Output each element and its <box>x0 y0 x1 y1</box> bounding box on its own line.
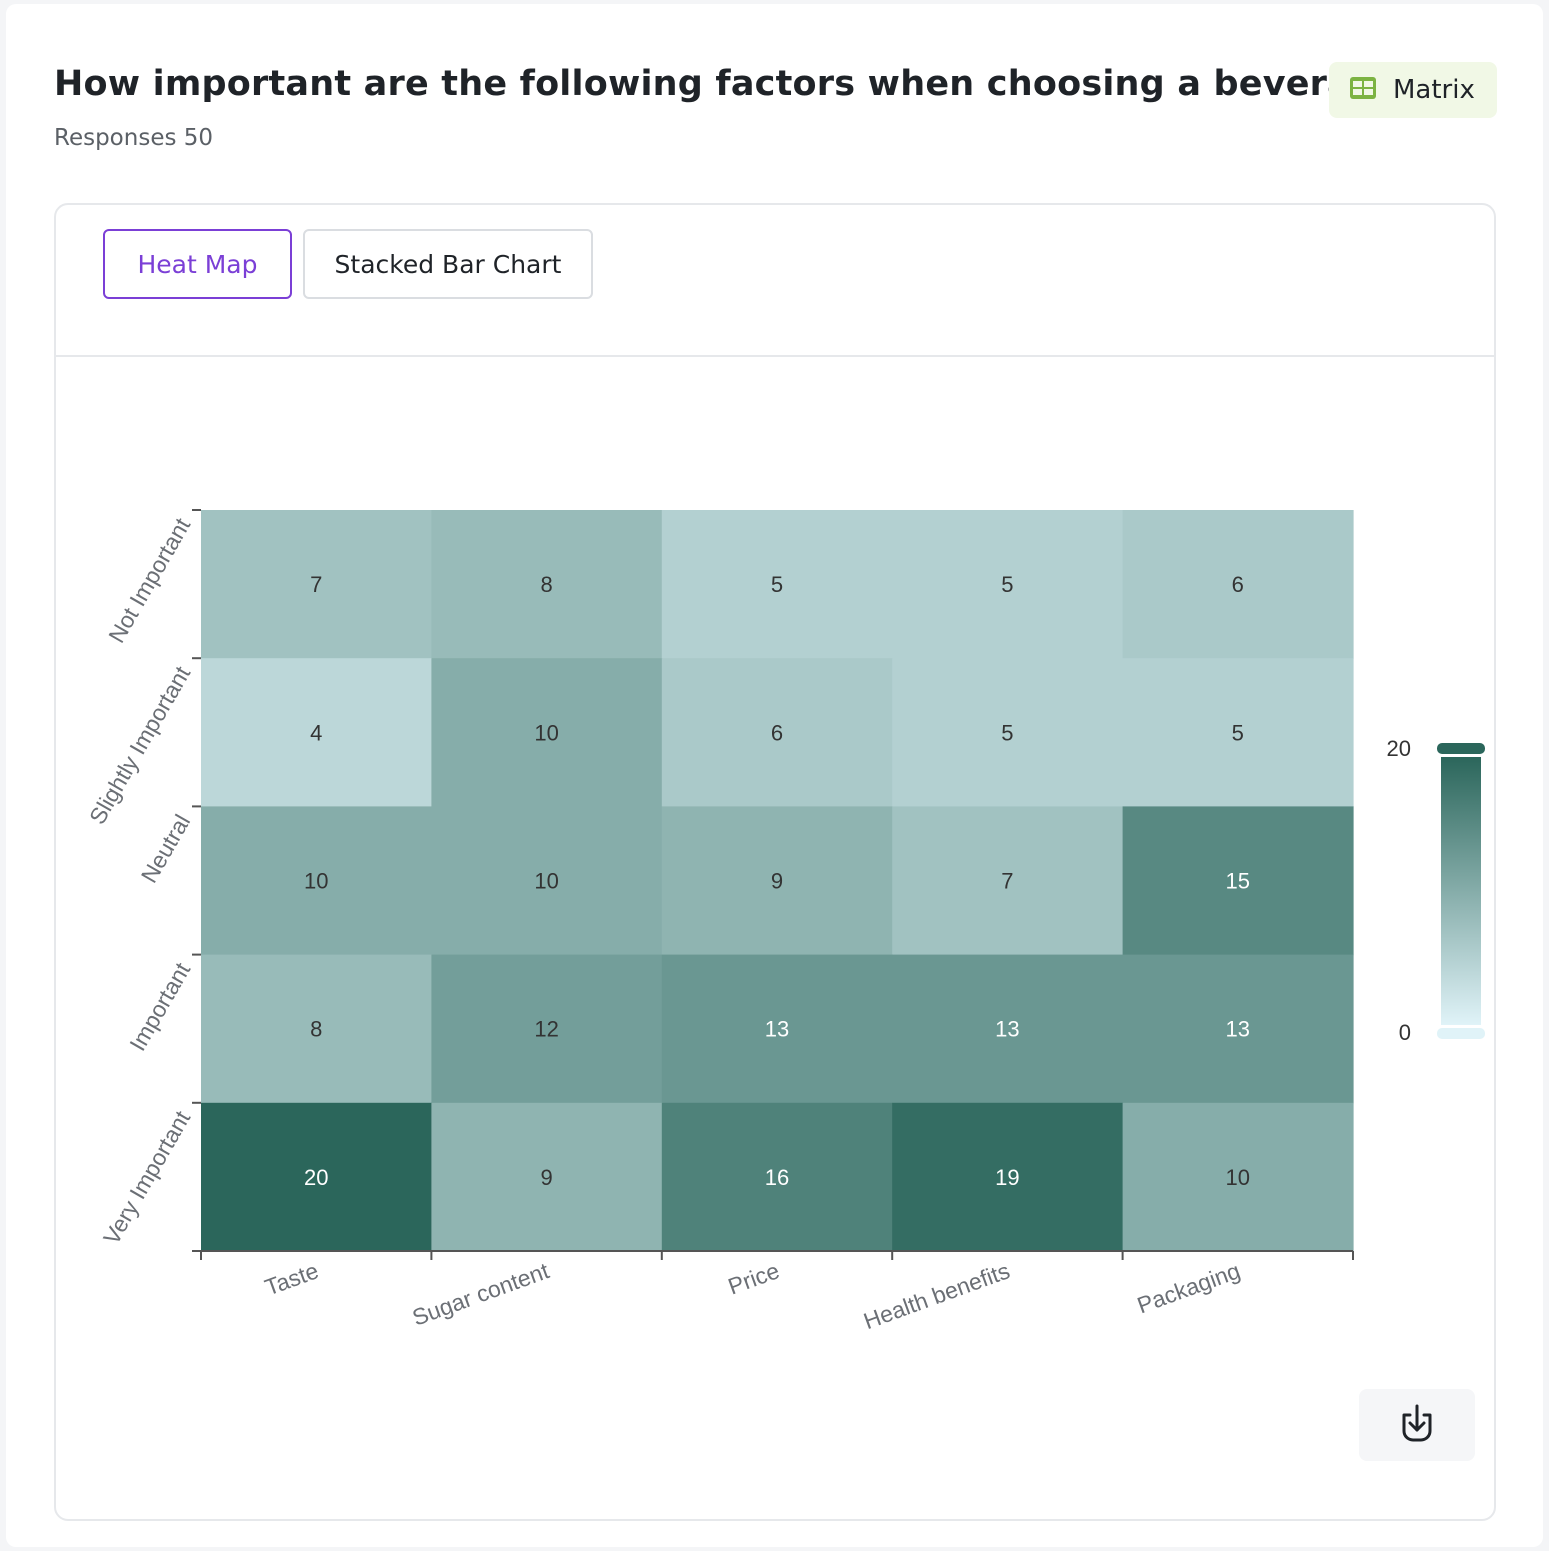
question-type-badge: Matrix <box>1329 62 1497 118</box>
cell-value-label: 20 <box>304 1165 328 1190</box>
heatmap-cell <box>431 954 663 1104</box>
y-tick-label: Important <box>124 958 195 1056</box>
download-icon <box>1395 1401 1439 1449</box>
color-scale-bar <box>1441 757 1481 1025</box>
cell-value-label: 13 <box>1226 1017 1250 1042</box>
cell-value-label: 5 <box>771 572 783 597</box>
x-tick-label: Packaging <box>1134 1257 1244 1318</box>
cell-value-label: 5 <box>1001 572 1013 597</box>
cell-value-label: 6 <box>1232 572 1244 597</box>
cell-value-label: 10 <box>534 869 558 894</box>
color-scale-min-label: 0 <box>1399 1020 1411 1045</box>
tab-stacked-bar-chart[interactable]: Stacked Bar Chart <box>303 229 593 299</box>
heatmap-cell <box>1122 954 1354 1104</box>
heatmap-cell <box>201 954 432 1104</box>
cell-value-label: 9 <box>771 869 783 894</box>
cell-value-label: 5 <box>1001 720 1013 745</box>
y-tick-label: Not Important <box>103 513 195 647</box>
cell-value-label: 15 <box>1226 869 1250 894</box>
heatmap-cell <box>661 510 893 659</box>
y-tick-label: Slightly Important <box>84 661 196 828</box>
cell-value-label: 6 <box>771 720 783 745</box>
heatmap-cell <box>431 1102 663 1252</box>
cell-value-label: 9 <box>540 1165 552 1190</box>
heatmap-cell <box>1122 658 1354 807</box>
cell-value-label: 13 <box>995 1017 1019 1042</box>
tab-heat-map[interactable]: Heat Map <box>103 229 292 299</box>
x-tick-label: Taste <box>261 1257 322 1300</box>
badge-label: Matrix <box>1393 75 1475 105</box>
x-tick-label: Price <box>725 1257 783 1299</box>
heatmap-cell <box>661 658 893 807</box>
heatmap-cell <box>892 806 1124 956</box>
heatmap-cell <box>892 658 1124 807</box>
page: How important are the following factors … <box>6 4 1543 1547</box>
heatmap-cell <box>201 510 432 659</box>
heatmap-cell <box>892 510 1124 659</box>
cell-value-label: 7 <box>1001 869 1013 894</box>
heatmap-cell <box>201 806 432 956</box>
heatmap-cell <box>1122 806 1354 956</box>
heatmap-cell <box>431 806 663 956</box>
cell-value-label: 10 <box>1226 1165 1250 1190</box>
question-title: How important are the following factors … <box>54 64 1421 104</box>
x-tick-label: Sugar content <box>409 1257 553 1331</box>
cell-value-label: 10 <box>534 720 558 745</box>
cell-value-label: 10 <box>304 869 328 894</box>
y-tick-label: Very Important <box>98 1106 196 1249</box>
heatmap-cell <box>661 1102 893 1252</box>
color-scale-handle-low <box>1437 1028 1485 1039</box>
chart-card: Heat Map Stacked Bar Chart 7 8 5 5 6 4 10 6 5 5 10… <box>54 203 1496 1521</box>
heatmap-cell <box>1122 1102 1354 1252</box>
heatmap-cell <box>661 806 893 956</box>
heatmap-cell <box>892 1102 1124 1252</box>
cell-value-label: 16 <box>765 1165 789 1190</box>
responses-count: Responses 50 <box>54 125 214 151</box>
heatmap-chart: 7 8 5 5 6 4 10 6 5 5 10 10 9 7 15 8 12 13 13 13 20 9 16 19 10 Tas… <box>84 509 1485 1334</box>
cell-value-label: 12 <box>534 1017 558 1042</box>
heatmap-cell <box>201 1102 432 1252</box>
table-icon <box>1349 76 1377 104</box>
heatmap-cell <box>892 954 1124 1104</box>
divider <box>56 355 1494 357</box>
cell-value-label: 4 <box>310 720 322 745</box>
cell-value-label: 13 <box>765 1017 789 1042</box>
download-button[interactable] <box>1359 1389 1475 1461</box>
x-tick-label: Health benefits <box>860 1257 1013 1334</box>
heatmap-cell <box>431 510 663 659</box>
heatmap-cell <box>661 954 893 1104</box>
cell-value-label: 7 <box>310 572 322 597</box>
y-tick-label: Neutral <box>136 810 196 887</box>
cell-value-label: 8 <box>540 572 552 597</box>
heatmap-cell <box>431 658 663 807</box>
cell-value-label: 8 <box>310 1017 322 1042</box>
heatmap-cell <box>1122 510 1354 659</box>
cell-value-label: 19 <box>995 1165 1019 1190</box>
heatmap-cell <box>201 658 432 807</box>
cell-value-label: 5 <box>1232 720 1244 745</box>
color-scale-max-label: 20 <box>1387 736 1411 761</box>
color-scale-handle-high <box>1437 743 1485 754</box>
